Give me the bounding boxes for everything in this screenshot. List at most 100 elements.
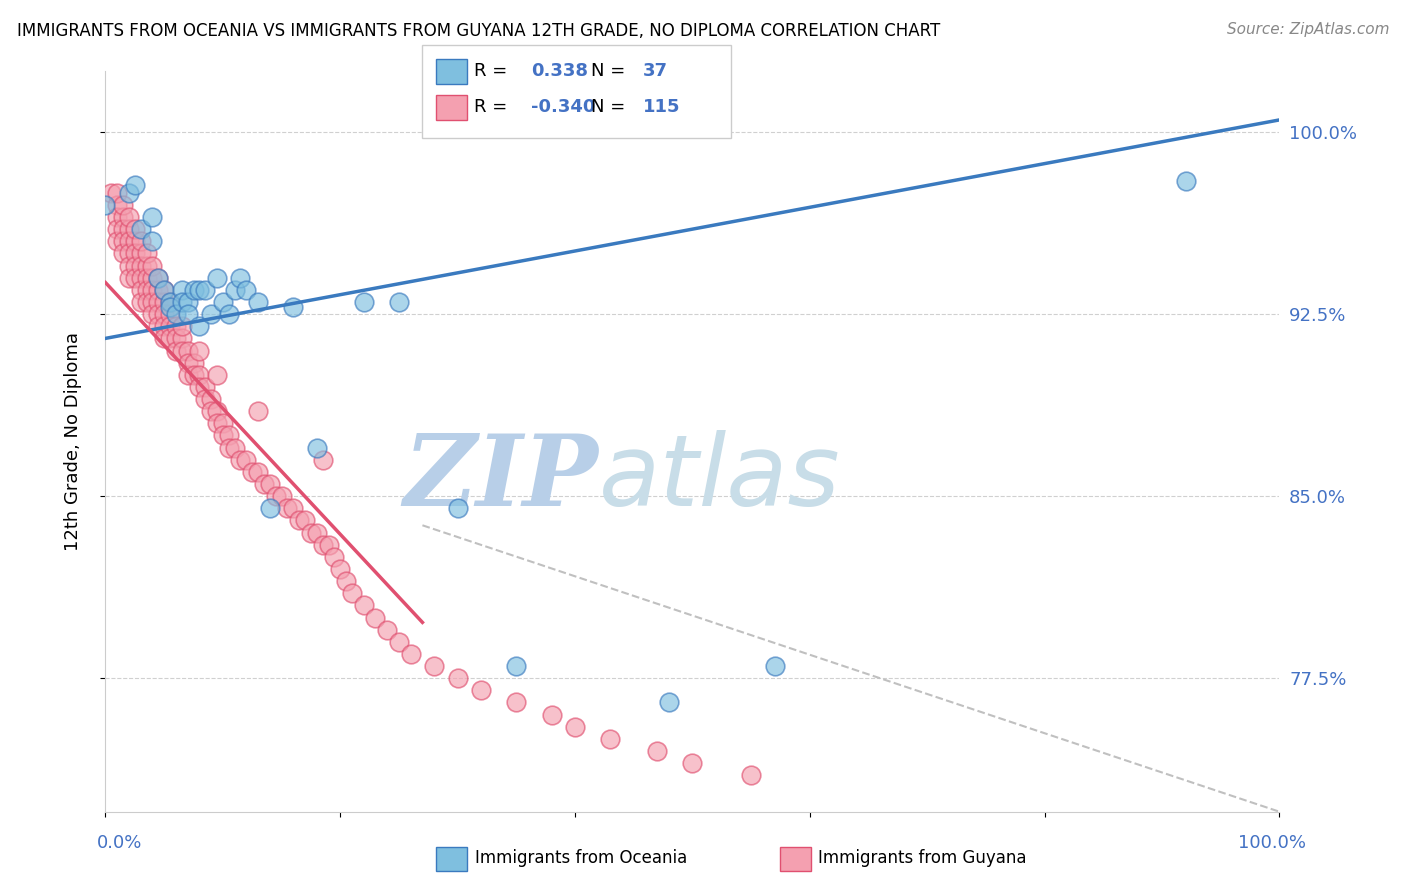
Point [259,501,281,516]
Point [118,222,141,236]
Point [211,417,233,431]
Point [165,307,187,321]
Text: Immigrants from Guyana: Immigrants from Guyana [818,849,1026,867]
Point [170,295,193,310]
Point [165,319,187,334]
Point [153,319,176,334]
Point [118,186,141,200]
Point [229,270,252,285]
Point [188,319,211,334]
Point [329,562,352,576]
Point [1174,173,1197,187]
Point [118,234,141,248]
Point [323,549,346,564]
Text: 115: 115 [643,98,681,116]
Point [129,246,152,260]
Point [188,283,211,297]
Point [124,270,146,285]
Text: R =: R = [474,98,513,116]
Point [205,404,228,418]
Point [124,246,146,260]
Point [375,623,398,637]
Point [211,295,233,310]
Point [129,283,152,297]
Point [194,392,217,406]
Point [112,234,135,248]
Point [335,574,357,588]
Point [364,610,387,624]
Point [176,343,198,358]
Point [218,441,240,455]
Point [599,731,621,746]
Point [141,295,163,310]
Point [165,331,187,345]
Point [141,270,163,285]
Point [112,198,135,212]
Text: Immigrants from Oceania: Immigrants from Oceania [475,849,688,867]
Point [159,295,181,310]
Point [194,283,217,297]
Point [229,452,252,467]
Point [240,465,263,479]
Point [153,307,176,321]
Point [112,210,135,224]
Point [148,319,170,334]
Point [247,295,270,310]
Point [129,259,152,273]
Point [135,270,157,285]
Point [218,307,240,321]
Point [388,295,411,310]
Point [205,368,228,382]
Point [388,635,411,649]
Point [141,234,163,248]
Point [183,356,205,370]
Text: R =: R = [474,62,513,80]
Point [153,331,176,345]
Point [170,283,193,297]
Point [200,404,222,418]
Point [135,259,157,273]
Point [135,295,157,310]
Point [141,259,163,273]
Point [105,186,128,200]
Point [176,307,198,321]
Text: 37: 37 [643,62,668,80]
Point [100,186,122,200]
Point [170,331,193,345]
Point [129,270,152,285]
Point [118,270,141,285]
Point [399,647,422,661]
Point [170,343,193,358]
Text: N =: N = [591,98,630,116]
Point [148,307,170,321]
Point [124,234,146,248]
Text: atlas: atlas [599,430,841,527]
Point [318,538,340,552]
Point [188,380,211,394]
Text: Source: ZipAtlas.com: Source: ZipAtlas.com [1226,22,1389,37]
Point [305,441,328,455]
Point [205,417,228,431]
Point [224,283,246,297]
Point [176,368,198,382]
Point [311,452,333,467]
Y-axis label: 12th Grade, No Diploma: 12th Grade, No Diploma [63,332,82,551]
Point [235,283,257,297]
Text: N =: N = [591,62,630,80]
Point [270,489,292,503]
Point [505,659,527,673]
Point [112,246,135,260]
Point [105,222,128,236]
Point [135,246,157,260]
Point [205,270,228,285]
Point [200,307,222,321]
Point [540,707,562,722]
Point [176,295,198,310]
Point [129,295,152,310]
Point [148,283,170,297]
Point [645,744,668,758]
Text: ZIP: ZIP [404,430,599,527]
Point [159,331,181,345]
Point [124,178,146,193]
Point [564,720,586,734]
